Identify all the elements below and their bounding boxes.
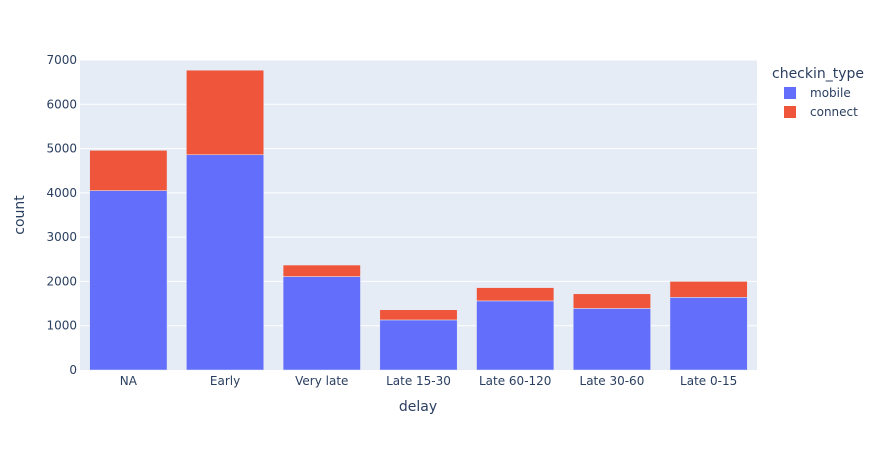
legend-label: connect	[810, 105, 858, 119]
x-tick-label: Very late	[295, 374, 348, 388]
bar-mobile[interactable]	[282, 276, 361, 371]
x-axis-title: delay	[399, 399, 437, 415]
bar-mobile[interactable]	[379, 319, 458, 371]
legend-swatch	[784, 106, 796, 118]
y-axis-title: count	[12, 195, 28, 235]
y-tick-label: 3000	[46, 230, 77, 244]
y-tick-label: 0	[69, 363, 77, 377]
bar-connect[interactable]	[186, 69, 265, 156]
y-tick-label: 5000	[46, 142, 77, 156]
y-tick-label: 1000	[46, 319, 77, 333]
x-tick-label: Early	[210, 374, 240, 388]
y-tick-label: 6000	[46, 97, 77, 111]
legend-title: checkin_type	[772, 66, 864, 82]
legend[interactable]: checkin_type mobile connect	[772, 66, 864, 119]
y-axis-ticks: 0 1000 2000 3000 4000 5000 6000 7000	[46, 53, 77, 377]
x-tick-label: NA	[120, 374, 138, 388]
bar-mobile[interactable]	[572, 308, 651, 371]
bar-mobile[interactable]	[669, 297, 748, 371]
x-axis-ticks: NA Early Very late Late 15-30 Late 60-120 Lat…	[120, 374, 737, 388]
bar-connect[interactable]	[89, 150, 168, 191]
bar-connect[interactable]	[379, 309, 458, 321]
bar-connect[interactable]	[669, 281, 748, 298]
y-tick-label: 4000	[46, 186, 77, 200]
bars	[89, 69, 748, 371]
legend-label: mobile	[810, 86, 851, 100]
y-tick-label: 2000	[46, 274, 77, 288]
bar-connect[interactable]	[476, 287, 555, 302]
bar-connect[interactable]	[572, 293, 651, 309]
legend-item-connect[interactable]: connect	[784, 105, 858, 119]
bar-mobile[interactable]	[186, 154, 265, 371]
bar-connect[interactable]	[282, 264, 361, 277]
y-tick-label: 7000	[46, 53, 77, 67]
x-tick-label: Late 0-15	[680, 374, 737, 388]
x-tick-label: Late 30-60	[580, 374, 645, 388]
bar-mobile[interactable]	[476, 300, 555, 371]
legend-item-mobile[interactable]: mobile	[784, 86, 851, 100]
x-tick-label: Late 15-30	[386, 374, 451, 388]
bar-mobile[interactable]	[89, 190, 168, 371]
legend-swatch	[784, 87, 796, 99]
x-tick-label: Late 60-120	[479, 374, 551, 388]
